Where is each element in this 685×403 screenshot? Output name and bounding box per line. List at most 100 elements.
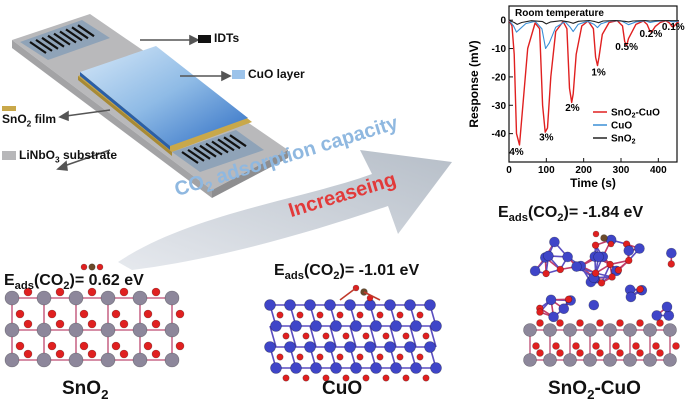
cu-atom [529,265,541,277]
bond [369,325,377,348]
sno2-film-swatch [2,106,16,111]
o-atom [322,332,330,340]
sn-atom [583,353,597,367]
idt-top-finger [71,26,89,40]
concentration-label: 0.5% [615,42,638,53]
sn-atom [563,323,577,337]
material-cuo-text: CuO [322,378,363,399]
eads-sno2-sub: ads [14,280,34,293]
o-atom [151,319,161,329]
o-atom [15,309,25,319]
idt-top-finger [35,38,53,52]
sn-atom [523,353,537,367]
cu-atom [430,362,442,374]
o-atom [362,374,370,382]
material-hyb-text: SnO [548,378,588,399]
o-atom [87,349,97,359]
eads-cuo-e: E [274,262,285,279]
o-atom [87,287,97,297]
idt-top-finger [59,30,77,44]
o-atom [382,332,390,340]
y-axis-label: Response (mV) [467,40,481,127]
o-atom [119,319,129,329]
cu-atom [543,250,554,262]
idt-top-finger [47,34,65,48]
cu-atom [264,341,276,353]
o-atom [556,319,564,327]
o-atom [119,287,129,297]
o-atom [576,349,584,357]
y-tick-label: -40 [492,129,507,140]
o-atom [616,319,624,327]
o-atom [55,349,65,359]
sn-atom [36,322,52,338]
o-atom [552,342,560,350]
o-atom [282,374,290,382]
idts-label-text: IDTs [214,31,240,45]
o-atom [402,374,410,382]
o-atom [532,342,540,350]
o-atom [572,342,580,350]
o-atom [396,353,404,361]
idt-top-finger [77,24,95,38]
concentration-label: 0.2% [639,29,662,40]
legend-entry: SnO2-CuO [611,108,660,120]
sn-atom [643,353,657,367]
y-tick-label: -10 [492,44,507,55]
cu-atom [344,341,356,353]
o-atom [422,332,430,340]
cu-atom [310,362,322,374]
o-atom [616,349,624,357]
cu-atom [290,320,302,332]
o-atom [119,349,129,359]
o-atom [592,342,600,350]
o-atom [614,266,623,274]
cu-atom [549,236,560,248]
cu-atom [562,251,573,263]
cu-atom [270,362,282,374]
o-atom [376,311,384,319]
sn-atom [68,290,84,306]
o-atom [79,341,89,351]
bond [349,325,357,348]
y-tick-label: -20 [492,72,507,83]
sno2-cuo-structure [523,230,680,367]
o-atom [672,342,680,350]
cu-atom [410,362,422,374]
idt-top-finger [29,41,47,54]
response-chart: 0 100 200 300 400 0 -10 -20 -30 -40 Time (s) Respon… [467,5,685,190]
o-atom [322,374,330,382]
cu-atom [661,301,673,313]
o-atom [402,332,410,340]
material-hyb-rest: -CuO [594,378,641,399]
sn-atom [523,323,537,337]
sno2-structure [4,263,185,368]
sno2-film-label-part2: film [31,112,57,126]
o-atom [536,349,544,357]
eads-sno2-co: (CO [33,272,64,289]
o-atom [606,260,614,269]
o-atom [302,374,310,382]
y-tick-label: 0 [500,16,506,27]
sn-atom [132,322,148,338]
o-atom [536,319,544,327]
cu-atom [324,299,336,311]
sn-atom [164,352,180,368]
sn-atom [4,322,20,338]
o-atom [276,311,284,319]
cu-atom [651,310,663,321]
sn-atom [36,352,52,368]
material-sno2-text: SnO [62,378,102,399]
eads-hyb-val: )= -1.84 eV [563,204,644,221]
sn-atom [663,323,677,337]
idt-bottom-finger [217,138,235,152]
eads-sno2-val: )= 0.62 eV [69,272,144,289]
o-atom [596,349,604,357]
o-atom [276,353,284,361]
bond [363,291,381,301]
cu-atom [571,261,582,272]
sn-atom [164,290,180,306]
sno2-film-label-sub: 2 [26,118,32,129]
eads-cuo-sub: ads [284,270,304,283]
